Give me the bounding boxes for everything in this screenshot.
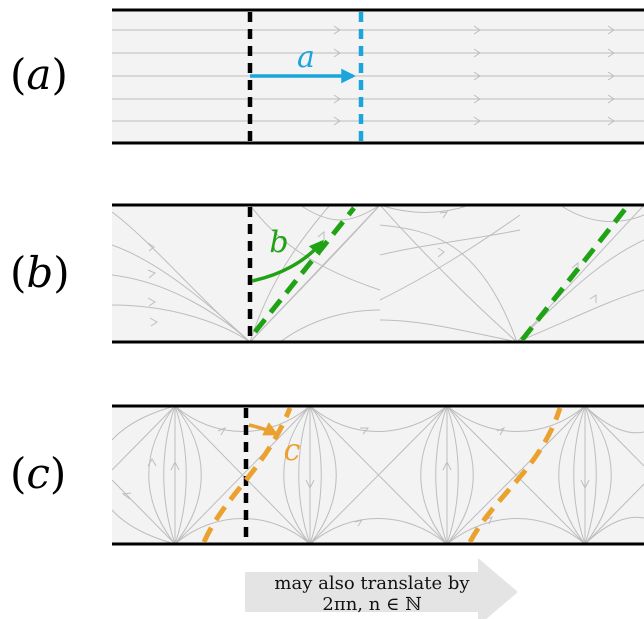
panel-b-shifted-dash-1 bbox=[253, 206, 356, 334]
panel-c-label: (c) bbox=[10, 449, 66, 498]
note-line-1: may also translate by bbox=[274, 573, 470, 594]
panel-b-flow-chevrons bbox=[147, 211, 597, 327]
panel-b-flow-lines bbox=[111, 204, 644, 343]
note-line-2: 2πn, n ∈ ℕ bbox=[322, 594, 421, 615]
panel-a: a (a) bbox=[10, 8, 644, 145]
panel-c-flow-chevrons bbox=[121, 426, 590, 527]
panel-c-flow-lines bbox=[111, 405, 644, 545]
panel-b-label: (b) bbox=[10, 248, 70, 297]
panel-b-shifted-dash-2 bbox=[520, 206, 628, 342]
panel-a-label: (a) bbox=[10, 50, 68, 99]
panel-c-shifted-dash-1 bbox=[201, 407, 293, 544]
panel-c: c (c) bbox=[10, 404, 644, 546]
panel-b-curve-label: b bbox=[269, 225, 288, 260]
panel-c-curve-label: c bbox=[284, 433, 301, 468]
right-arrow-icon bbox=[245, 558, 518, 619]
panel-b-translation-arrow bbox=[251, 239, 324, 283]
panel-b: b (b) bbox=[10, 203, 644, 344]
panel-c-translation-arrow bbox=[248, 422, 279, 436]
panel-c-shifted-dash-2 bbox=[467, 407, 563, 544]
panel-a-flow-chevrons bbox=[333, 25, 615, 126]
translation-note: may also translate by 2πn, n ∈ ℕ bbox=[245, 558, 518, 619]
panel-a-curve-label: a bbox=[297, 40, 315, 75]
panel-a-flow-lines bbox=[112, 29, 644, 122]
